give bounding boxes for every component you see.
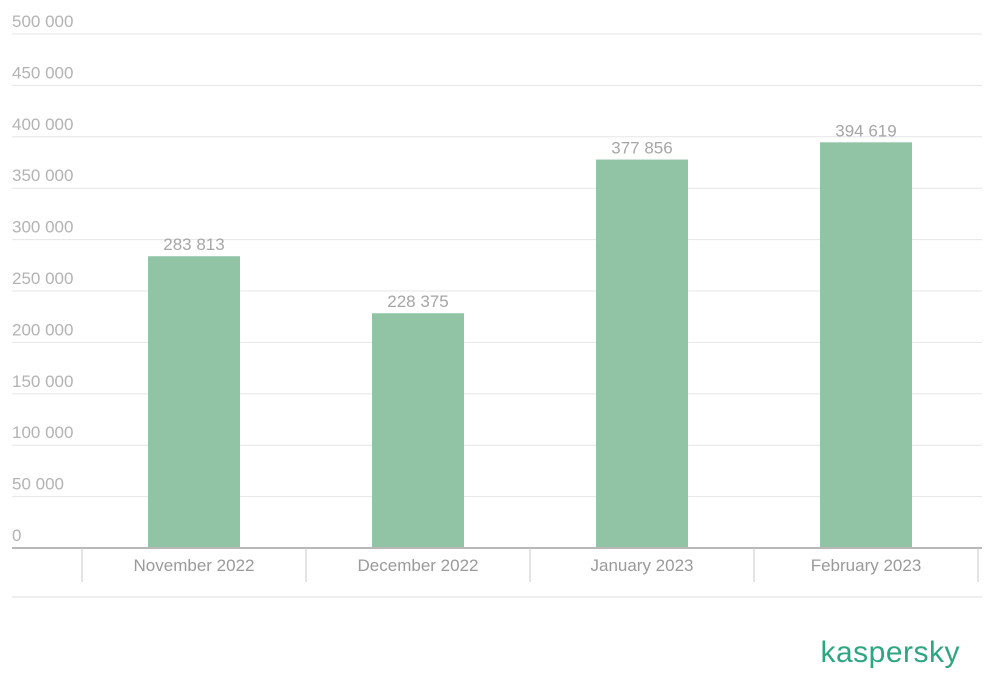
bars bbox=[148, 142, 912, 548]
bar bbox=[372, 313, 464, 548]
y-tick-label: 100 000 bbox=[12, 423, 73, 442]
y-tick-label: 300 000 bbox=[12, 218, 73, 237]
bar bbox=[820, 142, 912, 548]
bar bbox=[596, 159, 688, 548]
y-tick-label: 450 000 bbox=[12, 63, 73, 82]
y-tick-label: 400 000 bbox=[12, 115, 73, 134]
y-tick-label: 150 000 bbox=[12, 372, 73, 391]
y-tick-label: 250 000 bbox=[12, 269, 73, 288]
kaspersky-logo: kaspersky bbox=[820, 636, 960, 669]
data-label: 283 813 bbox=[163, 235, 224, 254]
bar bbox=[148, 256, 240, 548]
x-tick-label: February 2023 bbox=[811, 556, 922, 575]
data-label: 394 619 bbox=[835, 121, 896, 140]
data-label: 377 856 bbox=[611, 139, 672, 158]
y-tick-label: 200 000 bbox=[12, 320, 73, 339]
y-tick-label: 500 000 bbox=[12, 12, 73, 31]
y-tick-label: 350 000 bbox=[12, 166, 73, 185]
y-tick-label: 50 000 bbox=[12, 475, 64, 494]
x-axis bbox=[12, 547, 982, 598]
y-tick-label: 0 bbox=[12, 526, 21, 545]
x-tick-label: November 2022 bbox=[134, 556, 255, 575]
x-tick-label: December 2022 bbox=[358, 556, 479, 575]
labels: 0 50 000 100 000 150 000 200 000 250 000 300 0… bbox=[12, 12, 921, 575]
x-tick-label: January 2023 bbox=[590, 556, 693, 575]
data-label: 228 375 bbox=[387, 292, 448, 311]
